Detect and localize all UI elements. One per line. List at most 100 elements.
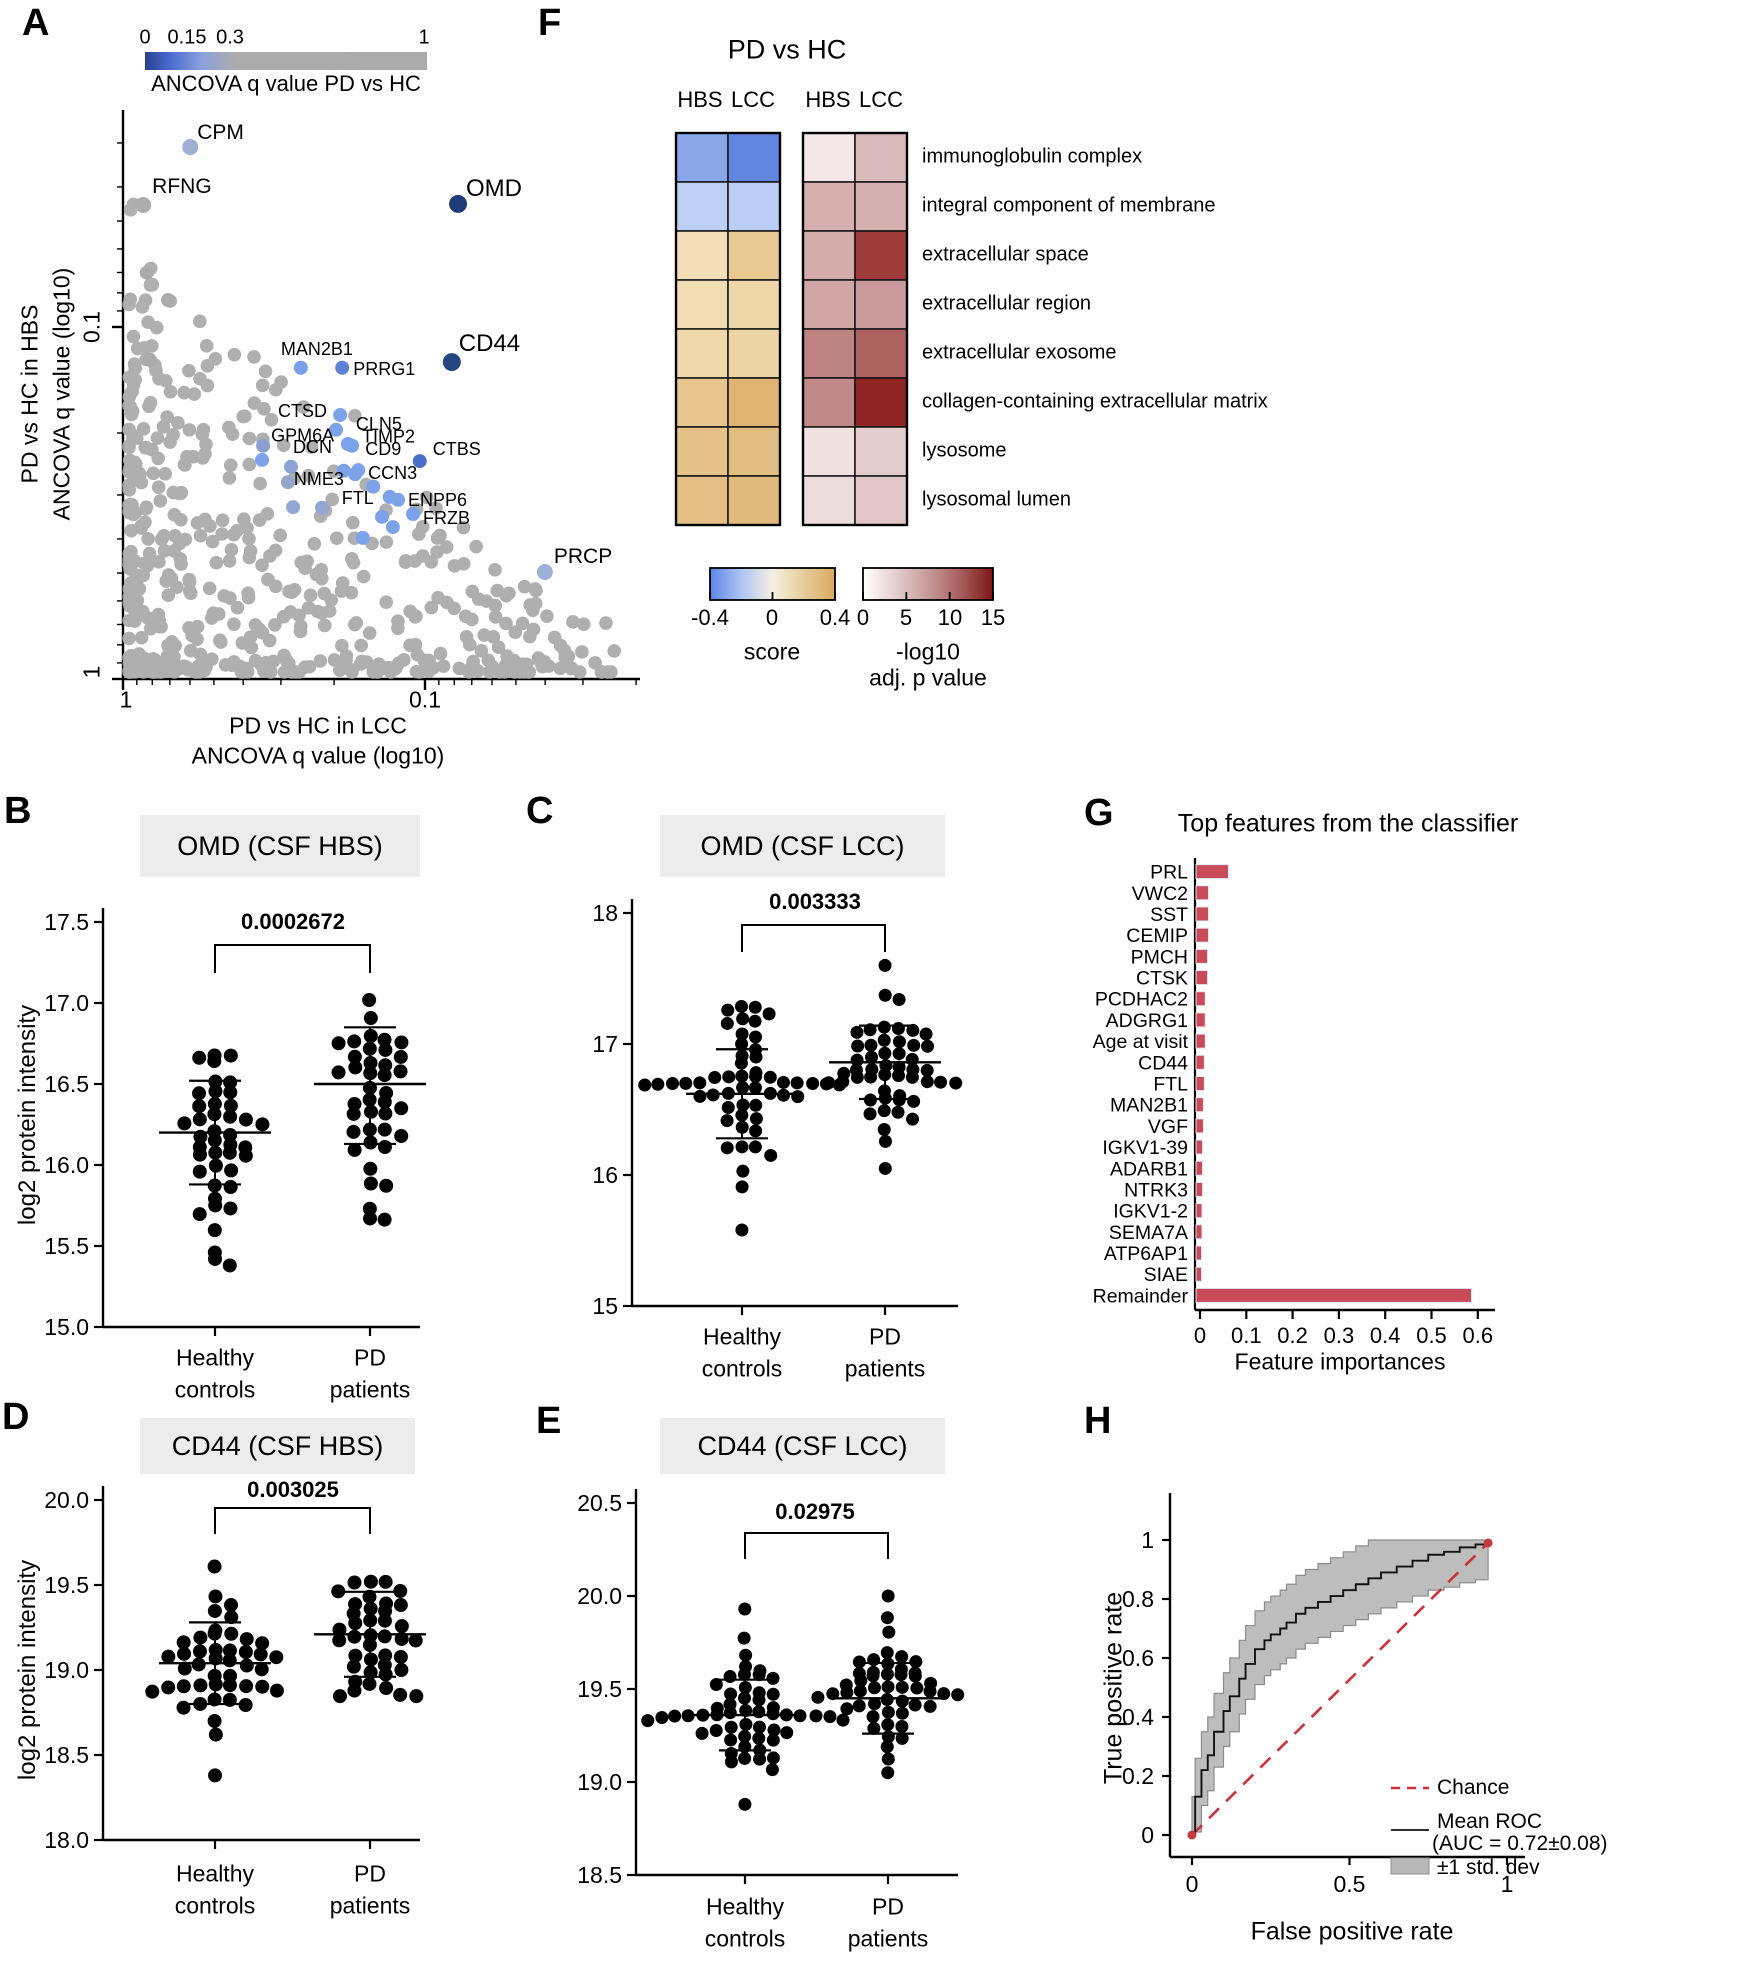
scatter-point-gray <box>205 534 220 549</box>
f-pval-cell <box>854 328 908 379</box>
scatter-point-gray <box>181 663 195 677</box>
scatter-point-gray <box>458 609 473 624</box>
scatter-point-CTBS <box>412 454 427 469</box>
panel-letter-h: H <box>1084 1400 1112 1442</box>
B-dot <box>223 1179 238 1194</box>
scatter-point-gray <box>122 483 137 497</box>
C-dot <box>919 1027 933 1041</box>
f-pval-cell <box>854 377 908 428</box>
colorbar-tick-015: 0.15 <box>167 26 207 49</box>
g-category-label: IGKV1-39 <box>1102 1137 1188 1159</box>
scatter-point-gray <box>296 400 311 414</box>
h-chance-line <box>1191 1542 1490 1836</box>
f-score-cell <box>727 426 781 477</box>
a-ylabel-line1: PD vs HC in HBS <box>16 304 43 484</box>
C-dot <box>735 1037 749 1051</box>
C-y-tick-label: 16 <box>592 1162 618 1188</box>
f-row-label-7: lysosome <box>922 439 1007 462</box>
D-dot <box>255 1636 270 1651</box>
D-sig-bracket <box>214 1507 371 1534</box>
B-dot <box>238 1112 253 1127</box>
scatter-point-gray <box>345 665 359 679</box>
f-pval-cell <box>854 181 908 232</box>
C-dot <box>749 1112 763 1126</box>
gene-label-CD9: CD9 <box>365 439 401 459</box>
C-dot <box>878 1161 892 1175</box>
p-tick-15: 15 <box>980 605 1006 630</box>
scatter-point-GPM6A <box>256 438 271 453</box>
scatter-point-gray <box>314 606 329 620</box>
scatter-point-gray <box>193 528 208 543</box>
scatter-point-gray <box>354 638 369 653</box>
scatter-point-gray <box>326 464 341 478</box>
D-dot <box>238 1644 253 1659</box>
g-category-label: ADARB1 <box>1110 1158 1188 1180</box>
scatter-point-gray <box>199 437 213 452</box>
scatter-point-gray <box>136 422 151 436</box>
gene-label-ENPP6: ENPP6 <box>408 490 467 510</box>
scatter-point-gray <box>488 610 503 624</box>
D-dot <box>192 1644 207 1659</box>
D-dot <box>161 1680 176 1695</box>
d-title-band: CD44 (CSF HBS) <box>140 1418 415 1474</box>
h-std-band <box>1191 1539 1489 1836</box>
f-pval-cell <box>854 132 908 183</box>
gene-label-CCN3: CCN3 <box>368 463 417 483</box>
scatter-point-gray <box>243 630 258 644</box>
scatter-point-gray <box>324 593 338 607</box>
D-dot <box>377 1613 392 1628</box>
B-dot <box>393 1049 408 1064</box>
D-dot <box>177 1661 192 1676</box>
B-dot <box>377 1032 392 1047</box>
d-group1-label-line2: controls <box>174 1892 256 1919</box>
E-dot <box>695 1726 709 1740</box>
B-dot <box>224 1163 239 1178</box>
D-dot <box>347 1629 362 1644</box>
scatter-point-gray <box>429 501 443 515</box>
E-dot <box>923 1699 937 1713</box>
B-dot <box>331 1065 346 1080</box>
scatter-point-gray <box>339 653 353 667</box>
gene-label-CD44: CD44 <box>459 330 520 357</box>
B-dot <box>377 1068 392 1083</box>
scatter-point-gray <box>304 440 319 454</box>
scatter-point-blue <box>336 463 351 478</box>
B-dot <box>347 1034 362 1049</box>
scatter-point-gray <box>153 494 168 508</box>
scatter-point-gray <box>143 278 158 292</box>
E-y-tick-label: 20.5 <box>577 1490 622 1516</box>
C-dot <box>790 1076 804 1090</box>
h-y-tick-label: 0.8 <box>1122 1586 1154 1612</box>
B-dot <box>192 1050 207 1065</box>
B-sig-bracket <box>214 944 371 973</box>
bar-IGKV1-39 <box>1195 1139 1203 1155</box>
a-xlabel-line1: PD vs HC in LCC <box>229 712 407 739</box>
E-dot <box>737 1667 751 1681</box>
b-pvalue: 0.0002672 <box>241 909 345 934</box>
C-sig-bracket <box>741 924 886 952</box>
E-dot <box>840 1702 854 1716</box>
B-dot <box>192 1099 207 1114</box>
gene-label-PRCP: PRCP <box>554 545 612 568</box>
scatter-point-gray <box>379 535 394 549</box>
scatter-point-gray <box>198 512 212 527</box>
f-score-cell <box>675 328 729 379</box>
p-tick-0: 0 <box>856 605 870 630</box>
D-dot <box>408 1633 423 1648</box>
D-dot <box>193 1630 208 1645</box>
f-score-cell <box>727 181 781 232</box>
scatter-point-gray <box>127 614 142 628</box>
E-dot <box>641 1714 655 1728</box>
f-pval-cell <box>802 181 856 232</box>
D-dot <box>332 1633 347 1648</box>
scatter-point-gray <box>255 558 269 572</box>
B-dot <box>192 1207 207 1222</box>
scatter-point-gray <box>447 558 462 573</box>
f-score-cell <box>727 328 781 379</box>
g-x-tick-label: 0.1 <box>1231 1323 1262 1348</box>
C-dot <box>949 1076 963 1090</box>
colorbar-tick-03: 0.3 <box>216 26 244 49</box>
E-dot <box>752 1720 766 1734</box>
E-dot <box>766 1707 780 1721</box>
D-dot <box>269 1650 284 1665</box>
